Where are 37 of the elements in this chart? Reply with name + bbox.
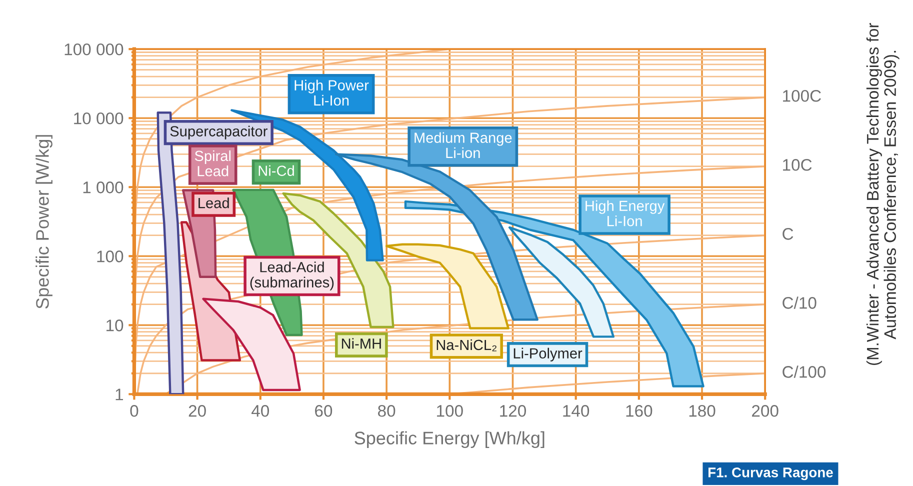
x-tick-label: 120	[500, 405, 526, 417]
annotation: Na-NiCL₂	[436, 339, 496, 352]
y-tick-label: 10 000	[74, 112, 124, 124]
y-axis-title: Specific Power [W/kg]	[36, 135, 52, 309]
x-tick-label: 200	[752, 405, 778, 417]
annotation: High Energy Li-Ion	[586, 200, 665, 226]
y-tick-label: 100 000	[64, 43, 124, 56]
series-label: C/10	[782, 296, 816, 309]
annotation: Lead	[198, 198, 229, 208]
annotation: Spiral Lead	[194, 150, 231, 176]
annotation: Medium Range Li-ion	[414, 132, 512, 158]
text: (M.Winter - Advanced Battery Technologies for Automobiles Conference, Essen 2009).	[866, 22, 900, 366]
y-tick-label: 10	[106, 320, 124, 332]
annotation: High Power Li-Ion	[294, 80, 369, 106]
x-tick-label: 180	[689, 405, 716, 417]
text: F1. Curvas Ragone	[708, 468, 833, 480]
y-tick-label: 1	[116, 388, 123, 400]
annotation: Lead-Acid (submarines)	[250, 262, 334, 290]
x-tick-label: 100	[437, 405, 463, 417]
series-label: 10C	[783, 159, 812, 171]
annotation: Supercapacitor	[170, 126, 268, 140]
x-tick-label: 160	[626, 405, 652, 417]
series-label: C/100	[782, 366, 826, 378]
annotation: Ni-MH	[342, 338, 381, 349]
x-tick-label: 20	[188, 405, 206, 417]
series-label: C	[782, 228, 794, 240]
annotation: Li-Polymer	[514, 348, 582, 362]
x-tick-label: 80	[378, 405, 396, 417]
x-tick-label: 40	[252, 405, 270, 417]
x-tick-label: 0	[130, 405, 138, 417]
y-tick-label: 100	[97, 250, 124, 262]
x-tick-label: 140	[563, 405, 590, 417]
x-tick-label: 60	[315, 405, 332, 417]
x-axis-title: Specific Energy [Wh/kg]	[354, 431, 544, 448]
y-tick-label: 1 000	[83, 182, 124, 194]
series-label: 100C	[783, 90, 821, 102]
annotation: Ni-Cd	[258, 165, 294, 176]
